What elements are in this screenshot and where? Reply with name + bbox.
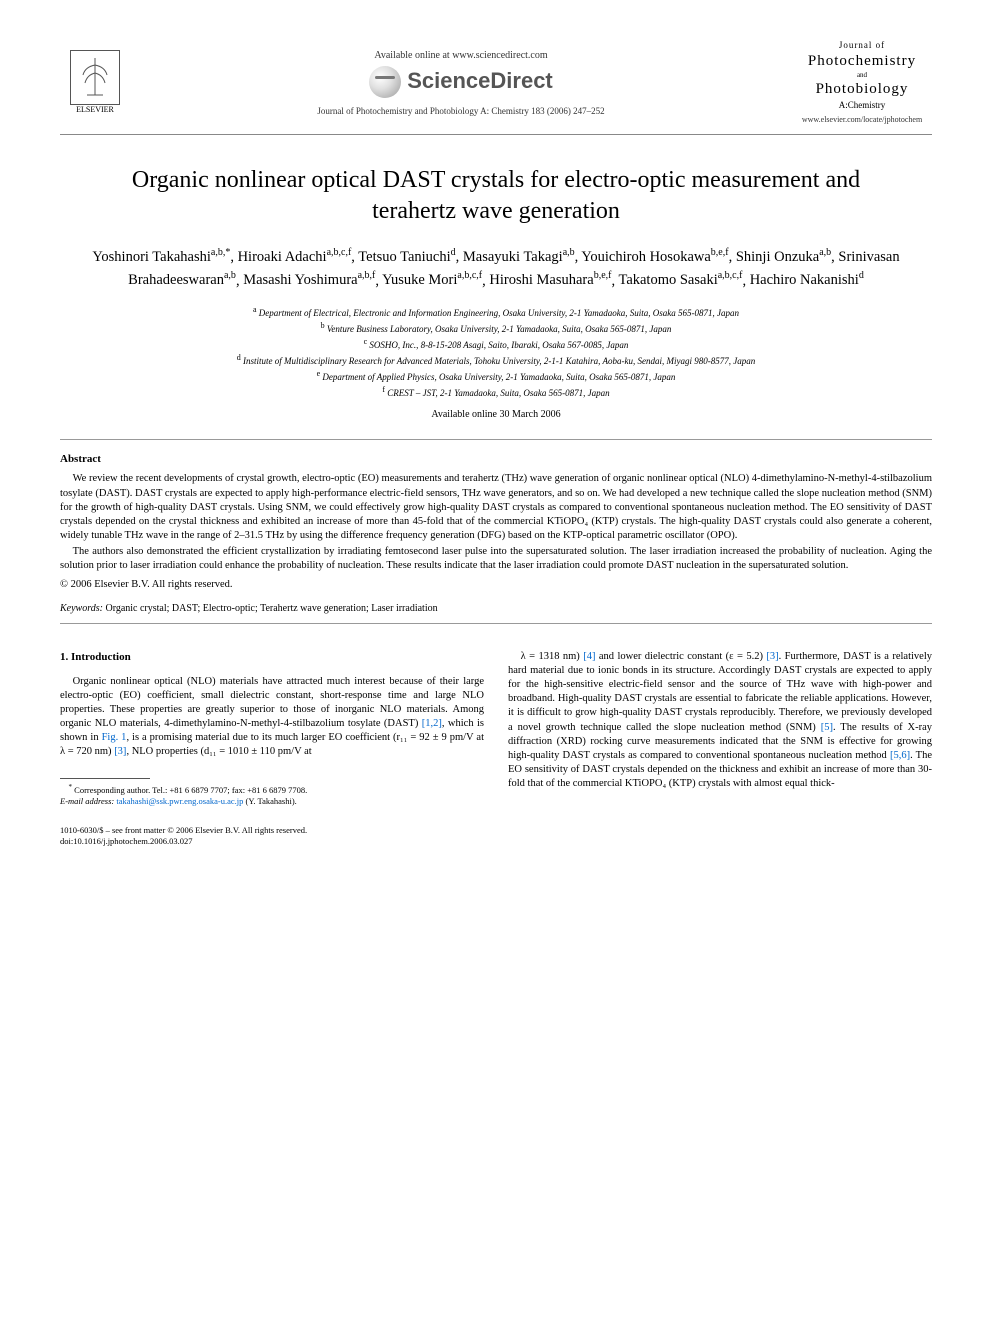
affiliation: f CREST – JST, 2-1 Yamadaoka, Suita, Osa… [80, 384, 912, 400]
sciencedirect-logo: ScienceDirect [130, 66, 792, 98]
author: Hiroaki Adachia,b,c,f [238, 249, 352, 265]
elsevier-label: ELSEVIER [76, 105, 114, 115]
ref-link[interactable]: [5,6] [890, 750, 910, 761]
available-online-text: Available online at www.sciencedirect.co… [130, 49, 792, 62]
left-column: 1. Introduction Organic nonlinear optica… [60, 650, 484, 807]
jb-line1: Journal of [792, 40, 932, 52]
footer: 1010-6030/$ – see front matter © 2006 El… [60, 825, 932, 847]
abstract-body: We review the recent developments of cry… [60, 472, 932, 591]
affiliation: d Institute of Multidisciplinary Researc… [80, 352, 912, 368]
affiliation: a Department of Electrical, Electronic a… [80, 304, 912, 320]
figure-link[interactable]: Fig. 1 [102, 732, 127, 743]
email-label: E-mail address: [60, 796, 114, 806]
author: Masashi Yoshimuraa,b,f [243, 272, 375, 288]
author: Masayuki Takagia,b [463, 249, 575, 265]
jb-and: and [792, 71, 932, 80]
affiliation: b Venture Business Laboratory, Osaka Uni… [80, 320, 912, 336]
author: Hachiro Nakanishid [750, 272, 864, 288]
author: Yoshinori Takahashia,b,* [92, 249, 230, 265]
journal-reference: Journal of Photochemistry and Photobiolo… [130, 106, 792, 118]
affiliation-list: a Department of Electrical, Electronic a… [80, 304, 912, 400]
journal-title-box: Journal of Photochemistry and Photobiolo… [792, 40, 932, 126]
ref-link[interactable]: [1,2] [422, 718, 442, 729]
email-link[interactable]: takahashi@ssk.pwr.eng.osaka-u.ac.jp [116, 796, 243, 806]
intro-paragraph-left: Organic nonlinear optical (NLO) material… [60, 675, 484, 760]
abstract-p2: The authors also demonstrated the effici… [60, 545, 932, 573]
elsevier-logo: ELSEVIER [60, 50, 130, 115]
section-heading: 1. Introduction [60, 650, 484, 665]
jb-line4: A:Chemistry [792, 100, 932, 112]
ref-link[interactable]: [4] [583, 651, 595, 662]
author: Takatomo Sasakia,b,c,f [618, 272, 742, 288]
footer-doi: doi:10.1016/j.jphotochem.2006.03.027 [60, 836, 932, 847]
author: Yusuke Moria,b,c,f [382, 272, 482, 288]
footnote-separator [60, 778, 150, 779]
ref-link[interactable]: [5] [821, 722, 833, 733]
author: Shinji Onzukaa,b [736, 249, 831, 265]
intro-paragraph-right: λ = 1318 nm) [4] and lower dielectric co… [508, 650, 932, 792]
keywords-line: Keywords: Organic crystal; DAST; Electro… [60, 602, 932, 615]
available-date: Available online 30 March 2006 [60, 408, 932, 421]
ref-link[interactable]: [3] [766, 651, 778, 662]
corresponding-author: * Corresponding author. Tel.: +81 6 6879… [60, 783, 484, 807]
keywords-label: Keywords: [60, 603, 103, 614]
affiliation: c SOSHO, Inc., 8-8-15-208 Asagi, Saito, … [80, 336, 912, 352]
author-list: Yoshinori Takahashia,b,*, Hiroaki Adachi… [80, 245, 912, 292]
header-center: Available online at www.sciencedirect.co… [130, 49, 792, 118]
right-column: λ = 1318 nm) [4] and lower dielectric co… [508, 650, 932, 807]
divider [60, 623, 932, 624]
copyright-line: © 2006 Elsevier B.V. All rights reserved… [60, 578, 932, 592]
sciencedirect-text: ScienceDirect [407, 67, 553, 96]
author: Youichiroh Hosokawab,e,f [581, 249, 728, 265]
divider [60, 439, 932, 440]
footer-front-matter: 1010-6030/$ – see front matter © 2006 El… [60, 825, 932, 836]
jb-line3: Photobiology [792, 80, 932, 100]
abstract-heading: Abstract [60, 452, 932, 466]
article-title: Organic nonlinear optical DAST crystals … [100, 165, 892, 227]
ref-link[interactable]: [3] [114, 746, 126, 757]
author: Hiroshi Masuharab,e,f [489, 272, 611, 288]
sd-ball-icon [369, 66, 401, 98]
journal-url: www.elsevier.com/locate/jphotochem [792, 115, 932, 125]
author: Tetsuo Taniuchid [358, 249, 455, 265]
elsevier-tree-icon [70, 50, 120, 105]
journal-header: ELSEVIER Available online at www.science… [60, 40, 932, 135]
keywords-text: Organic crystal; DAST; Electro-optic; Te… [105, 603, 437, 614]
jb-line2: Photochemistry [792, 52, 932, 72]
abstract-p1: We review the recent developments of cry… [60, 472, 932, 543]
affiliation: e Department of Applied Physics, Osaka U… [80, 368, 912, 384]
body-columns: 1. Introduction Organic nonlinear optica… [60, 650, 932, 807]
